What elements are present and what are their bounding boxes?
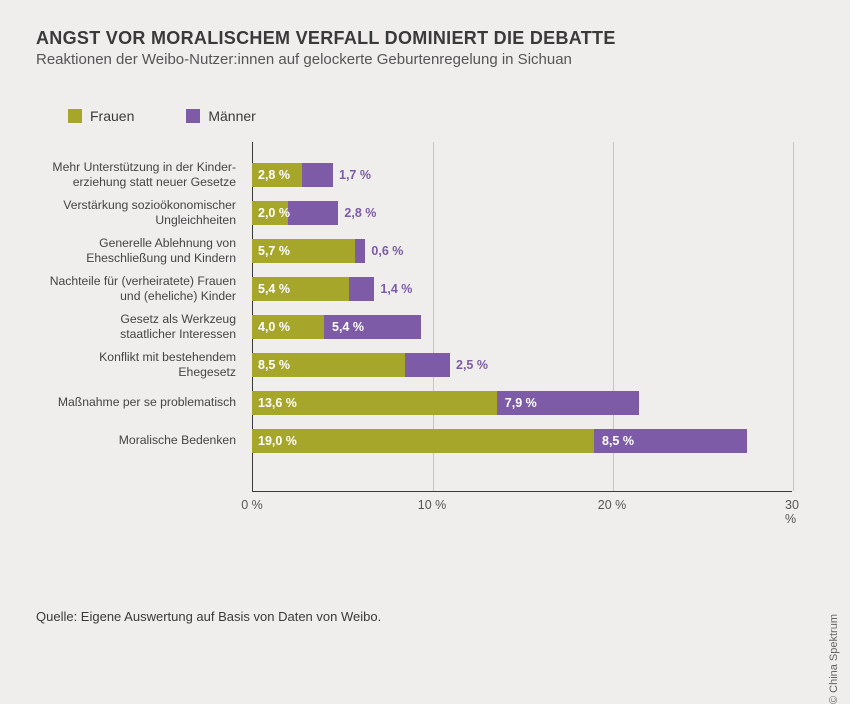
bar-label-women: 2,0 % <box>258 201 290 225</box>
x-tick-label: 10 % <box>418 498 447 512</box>
chart-row: Nachteile für (verheiratete) Frauenund (… <box>36 270 792 308</box>
legend-item-women: Frauen <box>68 108 134 124</box>
bar-men <box>355 239 366 263</box>
bar-label-women: 5,4 % <box>258 277 290 301</box>
swatch-women <box>68 109 82 123</box>
chart-subtitle: Reaktionen der Weibo-Nutzer:innen auf ge… <box>36 51 800 68</box>
source-text: Quelle: Eigene Auswertung auf Basis von … <box>36 609 381 624</box>
chart-row: Verstärkung sozioökonomischerUngleichhei… <box>36 194 792 232</box>
bars: 13,6 % 7,9 % <box>252 391 792 415</box>
bar-label-women: 4,0 % <box>258 315 290 339</box>
bar-label-men: 0,6 % <box>371 239 403 263</box>
bar-label-women: 2,8 % <box>258 163 290 187</box>
chart-row: Gesetz als Werkzeugstaatlicher Interesse… <box>36 308 792 346</box>
bar-label-men: 7,9 % <box>505 391 537 415</box>
bar-label-women: 13,6 % <box>258 391 297 415</box>
row-label: Konflikt mit bestehendemEhegesetz <box>36 350 244 381</box>
legend-item-men: Männer <box>186 108 255 124</box>
bar-label-men: 2,5 % <box>456 353 488 377</box>
bar-men <box>288 201 338 225</box>
bars: 5,7 % 0,6 % <box>252 239 792 263</box>
chart-row: Maßnahme per se problematisch 13,6 % 7,9 % <box>36 384 792 422</box>
bar-label-men: 1,7 % <box>339 163 371 187</box>
bar-men <box>349 277 374 301</box>
x-tick-label: 30 % <box>785 498 799 526</box>
bars: 2,8 % 1,7 % <box>252 163 792 187</box>
bars: 4,0 % 5,4 % <box>252 315 792 339</box>
chart-row: Generelle Ablehnung vonEheschließung und… <box>36 232 792 270</box>
bars: 8,5 % 2,5 % <box>252 353 792 377</box>
legend-label-men: Männer <box>208 108 255 124</box>
bars: 2,0 % 2,8 % <box>252 201 792 225</box>
bar-label-men: 1,4 % <box>380 277 412 301</box>
x-tick-label: 0 % <box>241 498 263 512</box>
chart-area: Mehr Unterstützung in der Kinder-erziehu… <box>36 142 792 532</box>
bar-label-men: 2,8 % <box>344 201 376 225</box>
legend-label-women: Frauen <box>90 108 134 124</box>
row-label: Mehr Unterstützung in der Kinder-erziehu… <box>36 160 244 191</box>
bar-label-women: 5,7 % <box>258 239 290 263</box>
bar-label-men: 8,5 % <box>602 429 634 453</box>
row-label: Gesetz als Werkzeugstaatlicher Interesse… <box>36 312 244 343</box>
credit-text: © China Spektrum <box>828 614 840 704</box>
row-label: Maßnahme per se problematisch <box>36 395 244 410</box>
row-label: Generelle Ablehnung vonEheschließung und… <box>36 236 244 267</box>
gridline <box>793 142 794 491</box>
x-tick-label: 20 % <box>598 498 627 512</box>
bar-label-men: 5,4 % <box>332 315 364 339</box>
bar-men <box>302 163 333 187</box>
chart-row: Konflikt mit bestehendemEhegesetz 8,5 % 2,… <box>36 346 792 384</box>
chart-row: Moralische Bedenken 19,0 % 8,5 % <box>36 422 792 460</box>
swatch-men <box>186 109 200 123</box>
bars: 19,0 % 8,5 % <box>252 429 792 453</box>
chart-title: ANGST VOR MORALISCHEM VERFALL DOMINIERT … <box>36 28 800 49</box>
bar-label-women: 19,0 % <box>258 429 297 453</box>
row-label: Moralische Bedenken <box>36 433 244 448</box>
row-label: Verstärkung sozioökonomischerUngleichhei… <box>36 198 244 229</box>
legend: Frauen Männer <box>68 108 800 124</box>
bar-men <box>405 353 450 377</box>
bar-women <box>252 429 594 453</box>
bar-label-women: 8,5 % <box>258 353 290 377</box>
bars: 5,4 % 1,4 % <box>252 277 792 301</box>
chart-row: Mehr Unterstützung in der Kinder-erziehu… <box>36 156 792 194</box>
row-label: Nachteile für (verheiratete) Frauenund (… <box>36 274 244 305</box>
